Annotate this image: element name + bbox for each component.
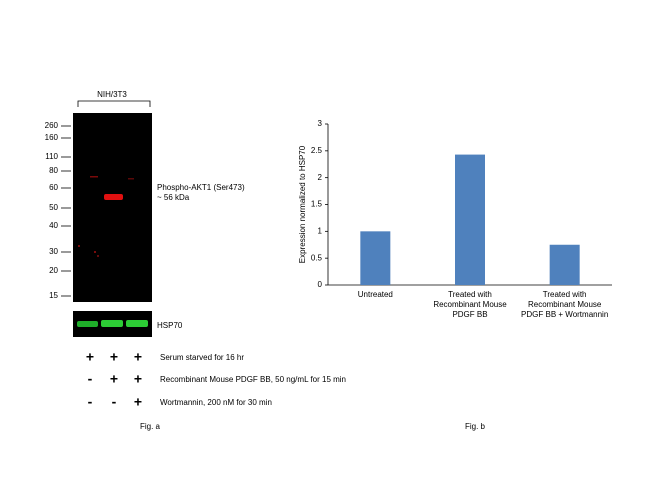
y-tick-label: 0.5 xyxy=(311,253,323,262)
condition-text: Recombinant Mouse PDGF BB, 50 ng/mL for … xyxy=(160,375,346,384)
bar xyxy=(455,154,485,285)
bar xyxy=(549,244,580,285)
speck xyxy=(97,255,99,257)
condition-sign: - xyxy=(88,394,93,410)
marker-label: 20 xyxy=(49,266,58,275)
band xyxy=(128,178,134,180)
y-tick-label: 1.5 xyxy=(311,200,323,209)
lane-bracket xyxy=(77,100,151,107)
condition-sign: + xyxy=(86,349,94,365)
marker-label: 110 xyxy=(45,152,58,161)
condition-sign: - xyxy=(88,371,93,387)
y-tick-label: 2 xyxy=(318,173,323,182)
y-tick-label: 0 xyxy=(318,280,323,289)
condition-sign: + xyxy=(134,349,142,365)
y-axis-label: Expression normalized to HSP70 xyxy=(298,145,307,263)
band-size: ~ 56 kDa xyxy=(157,193,190,202)
figure-label: Fig. b xyxy=(465,422,486,431)
speck xyxy=(78,245,80,247)
x-tick-label: Treated with Recombinant Mouse PDGF BB +… xyxy=(521,290,609,319)
marker-label: 160 xyxy=(45,133,59,142)
figure-label: Fig. a xyxy=(140,422,161,431)
y-tick-label: 3 xyxy=(318,119,323,128)
marker-label: 60 xyxy=(49,183,58,192)
condition-text: Wortmannin, 200 nM for 30 min xyxy=(160,398,272,407)
condition-sign: + xyxy=(134,371,142,387)
blot-panel xyxy=(73,113,152,302)
marker-label: 80 xyxy=(49,166,58,175)
y-tick-label: 1 xyxy=(318,226,323,235)
band xyxy=(77,321,98,327)
marker-label: 30 xyxy=(49,247,58,256)
speck xyxy=(94,251,96,253)
y-tick-label: 2.5 xyxy=(311,146,323,155)
band xyxy=(101,320,123,327)
band xyxy=(104,194,123,200)
band xyxy=(90,176,98,178)
condition-sign: + xyxy=(110,349,118,365)
condition-sign: + xyxy=(134,394,142,410)
x-tick-label: Untreated xyxy=(357,290,393,299)
bar xyxy=(360,231,391,285)
band xyxy=(126,320,148,327)
marker-label: 15 xyxy=(49,291,58,300)
condition-sign: - xyxy=(112,394,117,410)
condition-text: Serum starved for 16 hr xyxy=(160,353,244,362)
marker-label: 40 xyxy=(49,221,58,230)
condition-sign: + xyxy=(110,371,118,387)
loading-label: HSP70 xyxy=(157,321,183,330)
marker-label: 260 xyxy=(45,121,59,130)
band-label: Phospho-AKT1 (Ser473) xyxy=(157,183,245,192)
x-tick-label: Treated with Recombinant Mouse PDGF BB xyxy=(433,290,507,319)
marker-label: 50 xyxy=(49,203,58,212)
cell-line-label: NIH/3T3 xyxy=(97,90,127,99)
